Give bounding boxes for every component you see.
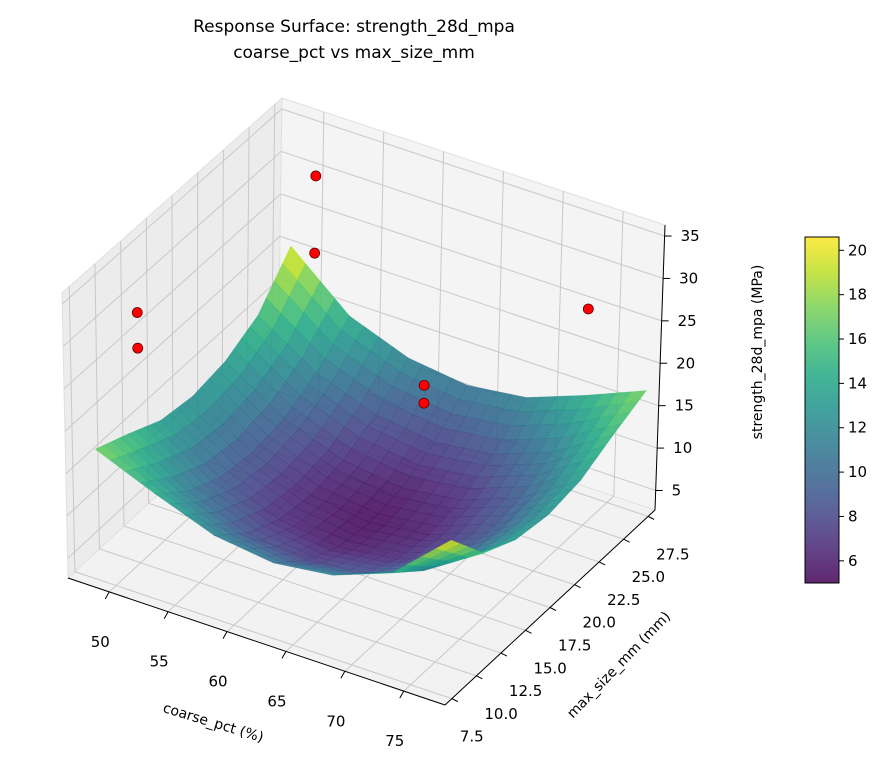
y-tick-label: 17.5 bbox=[558, 637, 591, 655]
y-tick-label: 7.5 bbox=[460, 728, 484, 746]
z-tick-label: 30 bbox=[679, 269, 698, 287]
x-tick bbox=[341, 671, 345, 678]
y-tick-label: 15.0 bbox=[533, 659, 566, 677]
y-tick bbox=[575, 585, 581, 588]
colorbar-tick-label: 8 bbox=[848, 507, 858, 525]
colorbar-tick-label: 6 bbox=[848, 552, 858, 570]
x-tick bbox=[400, 691, 404, 698]
colorbar: 6 8 10 12 14 16 18 20 bbox=[805, 237, 867, 583]
x-tick bbox=[282, 651, 286, 658]
colorbar-tick-label: 20 bbox=[848, 241, 867, 259]
z-axis-label: strength_28d_mpa (MPa) bbox=[750, 265, 766, 440]
colorbar-tick-label: 18 bbox=[848, 286, 867, 304]
y-tick bbox=[476, 676, 482, 679]
y-tick bbox=[599, 562, 605, 565]
y-tick-label: 22.5 bbox=[607, 591, 640, 609]
colorbar-tick-label: 12 bbox=[848, 419, 867, 437]
y-tick bbox=[624, 539, 630, 542]
data-point bbox=[419, 380, 429, 390]
z-tick-label: 20 bbox=[676, 354, 695, 372]
x-tick bbox=[105, 592, 109, 599]
y-tick-label: 12.5 bbox=[509, 682, 542, 700]
data-point bbox=[133, 343, 143, 353]
x-axis-label: coarse_pct (%) bbox=[161, 700, 265, 746]
colorbar-tick-label: 14 bbox=[848, 374, 867, 392]
data-point bbox=[132, 308, 142, 318]
data-point bbox=[311, 171, 321, 181]
y-tick-label: 27.5 bbox=[656, 545, 689, 563]
x-tick-label: 60 bbox=[209, 673, 228, 691]
z-tick-label: 35 bbox=[681, 227, 700, 245]
z-tick-label: 25 bbox=[678, 312, 697, 330]
colorbar-tick-label: 16 bbox=[848, 330, 867, 348]
x-tick-label: 70 bbox=[326, 712, 345, 730]
colorbar-tick-label: 10 bbox=[848, 463, 867, 481]
y-tick-label: 10.0 bbox=[484, 705, 517, 723]
x-tick bbox=[223, 632, 227, 639]
x-tick-label: 50 bbox=[91, 633, 110, 651]
y-tick-label: 25.0 bbox=[632, 568, 665, 586]
y-tick bbox=[648, 516, 654, 519]
x-tick bbox=[164, 612, 168, 619]
colorbar-gradient bbox=[805, 237, 839, 583]
data-point bbox=[583, 304, 593, 314]
x-tick-label: 55 bbox=[150, 653, 169, 671]
y-tick bbox=[501, 653, 507, 656]
y-tick bbox=[452, 699, 458, 702]
y-tick-label: 20.0 bbox=[583, 614, 616, 632]
y-tick bbox=[525, 630, 531, 633]
chart-subtitle: coarse_pct vs max_size_mm bbox=[233, 43, 475, 63]
y-tick bbox=[550, 608, 556, 611]
x-tick-label: 65 bbox=[267, 692, 286, 710]
chart-title: Response Surface: strength_28d_mpa bbox=[193, 17, 515, 37]
data-point bbox=[310, 248, 320, 258]
z-tick-label: 10 bbox=[673, 439, 692, 457]
x-tick-label: 75 bbox=[385, 732, 404, 750]
z-tick-label: 15 bbox=[675, 397, 694, 415]
y-axis-label: max_size_mm (mm) bbox=[564, 609, 674, 722]
z-tick-label: 5 bbox=[672, 481, 682, 499]
data-point bbox=[419, 398, 429, 408]
